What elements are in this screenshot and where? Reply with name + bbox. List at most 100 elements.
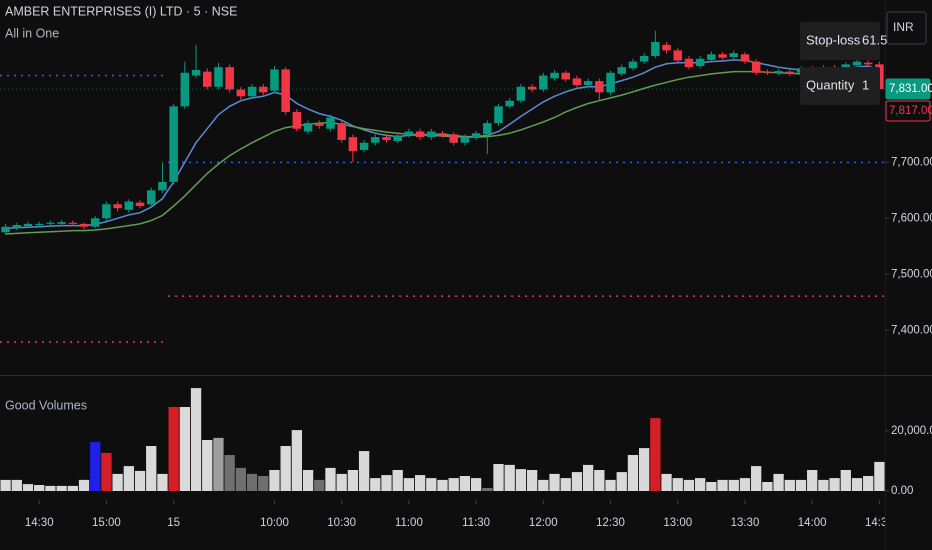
candle-body xyxy=(595,81,604,93)
candle-body xyxy=(695,58,705,67)
indicator-name: All in One xyxy=(5,26,59,40)
currency-button[interactable] xyxy=(886,11,927,45)
candle-body xyxy=(852,61,862,66)
stop-loss-value: 61.5 xyxy=(862,32,887,47)
volume-bar xyxy=(146,446,157,491)
volume-bar xyxy=(829,478,840,491)
volume-bar xyxy=(101,452,112,491)
candle-body xyxy=(505,100,514,107)
volume-bar xyxy=(795,479,807,491)
candle-body xyxy=(348,137,358,152)
volume-bar xyxy=(437,479,448,491)
y-tick-label: 0.00 xyxy=(891,485,913,497)
candle-body xyxy=(718,54,727,58)
volume-bar xyxy=(202,440,213,491)
candle-body xyxy=(583,81,593,86)
x-tick-label: 14:30 xyxy=(25,517,54,529)
volume-bar xyxy=(571,472,583,491)
volume-bar xyxy=(45,485,56,491)
volume-bar xyxy=(190,388,202,491)
order-panel: Stop-loss 61.5 Quantity 1 xyxy=(800,22,887,105)
volume-bar xyxy=(695,478,706,491)
y-tick-label: 20,000.00 xyxy=(891,425,932,437)
volume-bar xyxy=(168,407,179,491)
volume-bar xyxy=(773,473,784,491)
volume-bar xyxy=(381,475,392,491)
candle-body xyxy=(662,44,671,51)
volume-bar xyxy=(672,478,683,491)
candle-body xyxy=(46,222,55,224)
candle-body xyxy=(359,142,369,150)
volume-bar xyxy=(269,470,280,491)
volume-bar xyxy=(594,470,605,491)
x-tick-label: 10:00 xyxy=(260,517,289,529)
y-tick-label: 7,500.00 xyxy=(891,268,932,280)
candle-body xyxy=(539,75,548,90)
candle-body xyxy=(751,61,761,73)
plot-area: 14:30 15:00 15 10:00 10:30 11:00 11:30 12:00 12:… xyxy=(0,30,894,529)
volume-bar xyxy=(78,479,90,491)
x-tick-label: 10:30 xyxy=(327,517,356,529)
volume-bar xyxy=(470,478,482,491)
candle-body xyxy=(57,222,66,224)
volume-bar xyxy=(224,455,235,491)
x-tick-label: 15 xyxy=(167,517,180,529)
volume-title: Good Volumes xyxy=(5,398,87,412)
volume-bar xyxy=(336,473,347,491)
volume-bar xyxy=(179,407,190,491)
volume-bar xyxy=(605,479,616,491)
volume-bar xyxy=(235,467,247,491)
x-tick-label: 14:00 xyxy=(798,517,827,529)
price-label-box xyxy=(885,100,931,122)
volume-bar xyxy=(650,418,661,491)
candle-body xyxy=(763,71,772,73)
price-label: 7,831.00 xyxy=(889,83,932,95)
candle-body xyxy=(236,89,246,97)
candle-body xyxy=(202,71,212,87)
x-tick-label: 14:30 xyxy=(865,517,894,529)
volume-bar xyxy=(493,464,504,491)
volume-bar xyxy=(56,485,67,491)
volume-bar xyxy=(807,470,818,491)
candle-body xyxy=(337,123,346,140)
candle-body xyxy=(449,134,458,143)
stop-loss-box[interactable] xyxy=(800,22,880,60)
volume-bar xyxy=(280,446,291,491)
x-tick-label: 13:30 xyxy=(731,517,760,529)
candle-body xyxy=(404,131,414,136)
x-tick-label: 11:30 xyxy=(462,517,490,529)
volume-bar xyxy=(739,478,751,491)
y-tick-label: 7,400.00 xyxy=(891,324,932,336)
candle-body xyxy=(225,67,234,90)
candle-body xyxy=(684,58,694,68)
volume-bar xyxy=(258,476,269,491)
candle-body xyxy=(639,55,649,62)
volume-bar xyxy=(302,470,314,491)
x-tick-label: 15:00 xyxy=(92,517,121,529)
candle-body xyxy=(617,67,626,74)
volume-bar xyxy=(515,469,527,491)
candle-body xyxy=(651,41,660,56)
volume-bar xyxy=(784,479,795,491)
volume-bar xyxy=(34,485,45,491)
volume-bar xyxy=(358,451,370,491)
candle-body xyxy=(785,71,795,74)
candle-body xyxy=(1,226,10,233)
candle-body xyxy=(774,71,783,73)
volume-bar xyxy=(426,478,437,491)
candle-body xyxy=(102,204,111,219)
candle-body xyxy=(427,131,436,138)
volume-bar xyxy=(549,473,560,491)
candle-body xyxy=(259,86,268,93)
y-tick-label: 7,700.00 xyxy=(891,156,932,168)
x-tick-label: 11:00 xyxy=(395,517,423,529)
candle-body xyxy=(606,72,615,93)
x-tick-label: 12:30 xyxy=(596,517,625,529)
candle-body xyxy=(281,69,290,112)
volume-bar xyxy=(291,430,303,491)
volume-bar xyxy=(504,464,515,491)
volume-bar xyxy=(157,473,168,491)
quantity-box[interactable] xyxy=(800,67,880,105)
quantity-label: Quantity xyxy=(806,77,855,92)
